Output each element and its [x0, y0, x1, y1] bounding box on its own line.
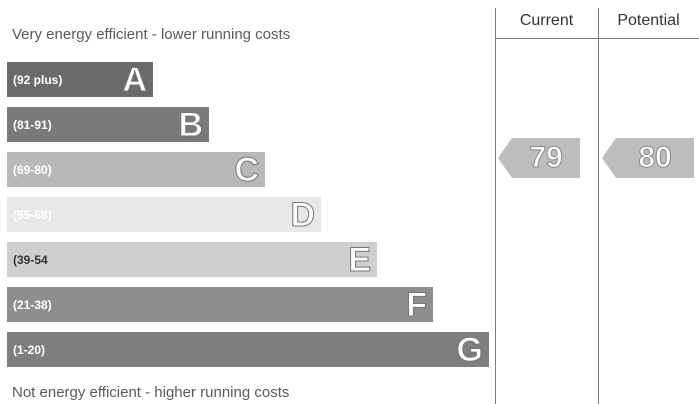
band-f: (21-38) F	[7, 287, 433, 322]
column-header-potential: Potential	[617, 12, 680, 29]
band-range-label: (1-20)	[13, 342, 46, 357]
arrow-shape	[602, 138, 694, 178]
band-range-label: (81-91)	[13, 117, 52, 132]
band-a: (92 plus) A	[7, 62, 153, 97]
band-d: (55-68) D	[7, 197, 321, 232]
band-letter: F	[406, 285, 428, 324]
top-caption: Very energy efficient - lower running co…	[12, 26, 291, 43]
band-range-label: (39-54	[13, 252, 48, 267]
column-divider-left	[495, 8, 496, 404]
band-b: (81-91) B	[7, 107, 209, 142]
potential-rating-value: 80	[638, 141, 672, 174]
band-letter: C	[234, 150, 260, 189]
band-letter: D	[290, 195, 316, 234]
current-rating-arrow	[498, 138, 580, 178]
band-g: (1-20) G	[7, 332, 489, 367]
column-divider-right	[598, 8, 599, 404]
column-header-current: Current	[519, 12, 574, 29]
potential-rating-arrow	[602, 138, 694, 178]
band-range-label: (69-80)	[13, 162, 52, 177]
bottom-caption: Not energy efficient - higher running co…	[12, 384, 290, 401]
band-range-label: (21-38)	[13, 297, 52, 312]
arrow-shape	[498, 138, 580, 178]
current-rating-value: 79	[529, 141, 563, 174]
band-letter: E	[348, 240, 372, 279]
band-letter: G	[456, 330, 483, 369]
band-e: (39-54 E	[7, 242, 377, 277]
band-range-label: (55-68)	[13, 207, 52, 222]
band-c: (69-80) C	[7, 152, 265, 187]
band-letter: B	[178, 105, 204, 144]
band-range-label: (92 plus)	[13, 72, 63, 87]
band-letter: A	[122, 60, 148, 99]
header-rule	[495, 38, 699, 39]
